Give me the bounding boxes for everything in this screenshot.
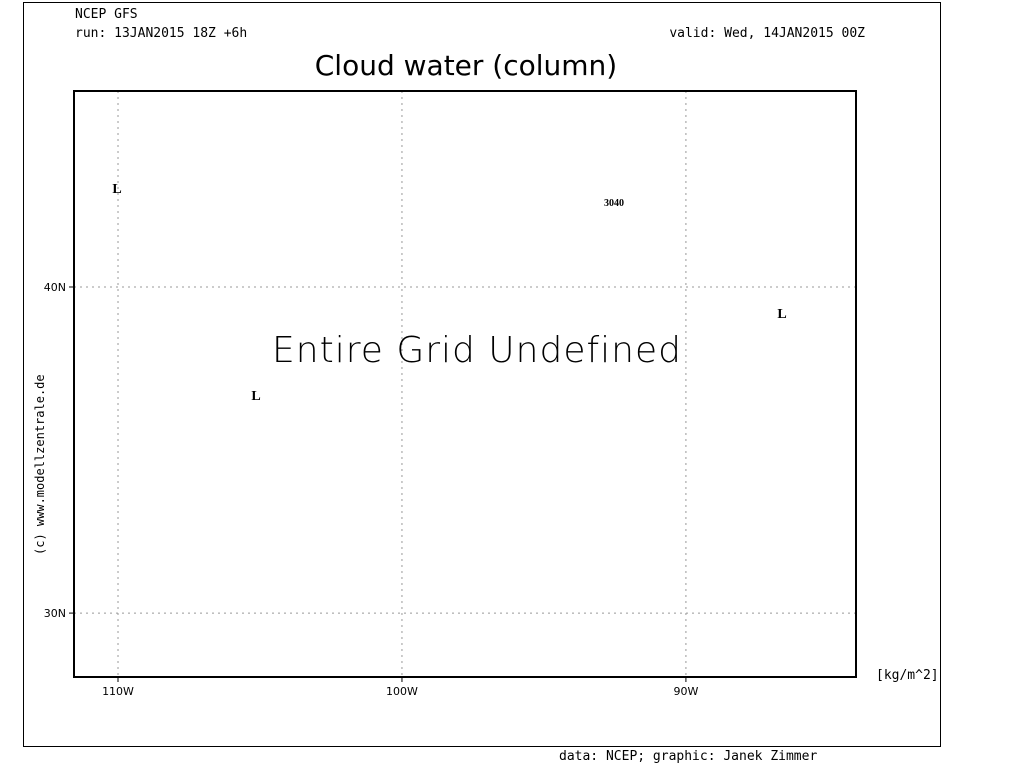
credit: data: NCEP; graphic: Janek Zimmer bbox=[559, 749, 817, 764]
valid-info: valid: Wed, 14JAN2015 00Z bbox=[669, 26, 865, 41]
x-tick-label: 90W bbox=[673, 685, 698, 698]
map-title: Cloud water (column) bbox=[315, 49, 617, 82]
pressure-label: L bbox=[777, 307, 786, 322]
copyright: (c) www.modellzentrale.de bbox=[33, 374, 47, 555]
outer-frame bbox=[23, 2, 941, 747]
pressure-label: L bbox=[112, 182, 121, 197]
y-tick-label: 40N bbox=[44, 281, 66, 294]
pressure-label: L bbox=[251, 389, 260, 404]
contour-label: 3040 bbox=[604, 198, 624, 209]
model-name: NCEP GFS bbox=[75, 7, 138, 22]
y-tick-label: 30N bbox=[44, 607, 66, 620]
plot-frame bbox=[73, 90, 857, 678]
run-info: run: 13JAN2015 18Z +6h bbox=[75, 26, 247, 41]
plot-area: 110W 100W 90W 30N 40N bbox=[44, 91, 856, 698]
x-tick-label: 100W bbox=[386, 685, 418, 698]
units-label: [kg/m^2] bbox=[876, 668, 939, 683]
x-tick-label: 110W bbox=[102, 685, 134, 698]
undefined-message: Entire Grid Undefined bbox=[272, 330, 682, 371]
